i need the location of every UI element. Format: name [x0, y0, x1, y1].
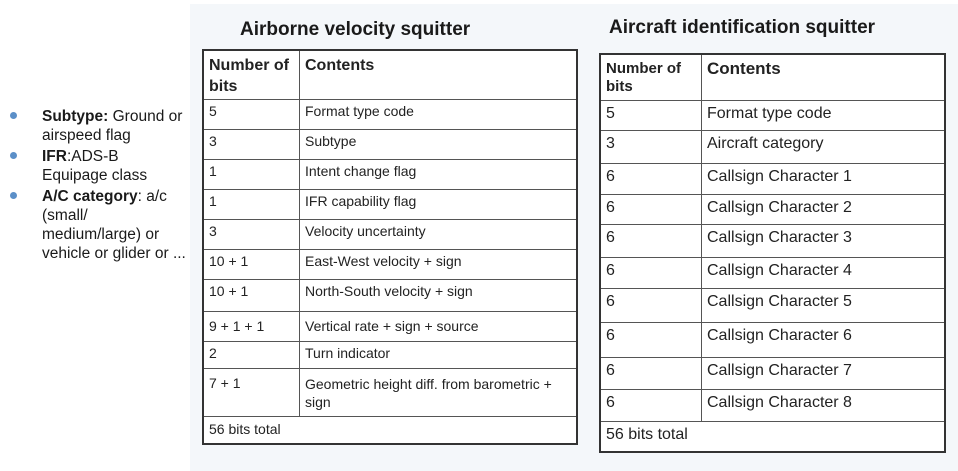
bullet-item-ifr: IFR:ADS-B Equipage class	[8, 147, 188, 185]
bullet-dot-icon	[10, 112, 17, 119]
contents-cell: Callsign Character 6	[701, 322, 946, 358]
bits-cell: 3	[202, 219, 300, 250]
bullet-term: IFR	[42, 148, 67, 165]
table-row: 3 Velocity uncertainty	[202, 219, 578, 250]
contents-cell: IFR capability flag	[299, 189, 578, 220]
bits-cell: 3	[599, 130, 702, 164]
header-number-of-bits: Number of bits	[599, 53, 702, 101]
bits-cell: 1	[202, 189, 300, 220]
table-row: 9 + 1 + 1 Vertical rate + sign + source	[202, 311, 578, 342]
table-row: 1 Intent change flag	[202, 159, 578, 190]
contents-cell: Callsign Character 2	[701, 194, 946, 225]
table-row: 6 Callsign Character 3	[599, 224, 946, 258]
bits-cell: 2	[202, 341, 300, 369]
table-row: 3 Aircraft category	[599, 130, 946, 164]
table-row: 6 Callsign Character 7	[599, 357, 946, 390]
bits-cell: 6	[599, 163, 702, 195]
identification-table: Number of bits Contents 5 Format type cod…	[599, 53, 946, 453]
bullet-term: A/C category	[42, 188, 138, 205]
bullet-item-ac-category: A/C category: a/c (small/ medium/large) …	[8, 187, 188, 263]
header-contents: Contents	[701, 53, 946, 101]
contents-cell: Callsign Character 4	[701, 257, 946, 289]
bullet-text: :ADS-B Equipage class	[42, 148, 148, 184]
table-row: 1 IFR capability flag	[202, 189, 578, 220]
table-row: 6 Callsign Character 6	[599, 322, 946, 358]
contents-cell: Geometric height diff. from barometric +…	[299, 368, 578, 417]
bullet-term: Subtype:	[42, 108, 109, 125]
bits-cell: 9 + 1 + 1	[202, 311, 300, 342]
bits-cell: 1	[202, 159, 300, 190]
bits-cell: 6	[599, 322, 702, 358]
contents-cell: Callsign Character 8	[701, 389, 946, 422]
contents-cell: Aircraft category	[701, 130, 946, 164]
total-cell: 56 bits total	[202, 416, 578, 444]
bits-cell: 6	[599, 257, 702, 289]
contents-cell: Callsign Character 5	[701, 288, 946, 323]
table-row: 2 Turn indicator	[202, 341, 578, 369]
velocity-table-title: Airborne velocity squitter	[240, 19, 471, 40]
table-row: 5 Format type code	[202, 99, 578, 130]
contents-cell: Format type code	[299, 99, 578, 130]
bullet-list: Subtype: Ground or airspeed flag IFR:ADS…	[8, 107, 188, 265]
table-row: 6 Callsign Character 1	[599, 163, 946, 195]
bits-cell: 6	[599, 389, 702, 422]
bullet-dot-icon	[10, 152, 17, 159]
contents-cell: Intent change flag	[299, 159, 578, 190]
header-contents: Contents	[299, 49, 578, 100]
bullet-item-subtype: Subtype: Ground or airspeed flag	[8, 107, 188, 145]
contents-cell: Turn indicator	[299, 341, 578, 369]
table-header-row: Number of bits Contents	[599, 53, 946, 101]
bits-cell: 5	[202, 99, 300, 130]
total-cell: 56 bits total	[599, 421, 946, 452]
bits-cell: 5	[599, 100, 702, 131]
contents-cell: Vertical rate + sign + source	[299, 311, 578, 342]
contents-cell: Format type code	[701, 100, 946, 131]
bits-cell: 6	[599, 194, 702, 225]
contents-cell: Callsign Character 3	[701, 224, 946, 258]
bits-cell: 7 + 1	[202, 368, 300, 417]
bits-cell: 3	[202, 129, 300, 160]
table-row: 6 Callsign Character 5	[599, 288, 946, 323]
table-row: 6 Callsign Character 2	[599, 194, 946, 225]
contents-cell: Callsign Character 7	[701, 357, 946, 390]
bits-cell: 6	[599, 224, 702, 258]
table-header-row: Number of bits Contents	[202, 49, 578, 100]
contents-cell: North-South velocity + sign	[299, 279, 578, 312]
table-row: 6 Callsign Character 4	[599, 257, 946, 289]
bits-cell: 6	[599, 288, 702, 323]
table-total-row: 56 bits total	[599, 421, 946, 452]
velocity-table: Number of bits Contents 5 Format type cod…	[202, 49, 578, 445]
bullet-dot-icon	[10, 192, 17, 199]
contents-cell: Velocity uncertainty	[299, 219, 578, 250]
bullet-text: Ground or airspeed flag	[42, 108, 183, 144]
bits-cell: 6	[599, 357, 702, 390]
contents-cell: Subtype	[299, 129, 578, 160]
contents-cell: Callsign Character 1	[701, 163, 946, 195]
table-row: 6 Callsign Character 8	[599, 389, 946, 422]
table-total-row: 56 bits total	[202, 416, 578, 444]
bits-cell: 10 + 1	[202, 279, 300, 312]
bits-cell: 10 + 1	[202, 249, 300, 280]
table-row: 7 + 1 Geometric height diff. from baromet…	[202, 368, 578, 417]
identification-table-title: Aircraft identification squitter	[609, 17, 876, 38]
header-number-of-bits: Number of bits	[202, 49, 300, 100]
contents-cell: East-West velocity + sign	[299, 249, 578, 280]
bullet-text: : a/c (small/ medium/large) or vehicle o…	[42, 188, 186, 262]
table-row: 10 + 1 East-West velocity + sign	[202, 249, 578, 280]
table-row: 3 Subtype	[202, 129, 578, 160]
table-row: 5 Format type code	[599, 100, 946, 131]
table-row: 10 + 1 North-South velocity + sign	[202, 279, 578, 312]
